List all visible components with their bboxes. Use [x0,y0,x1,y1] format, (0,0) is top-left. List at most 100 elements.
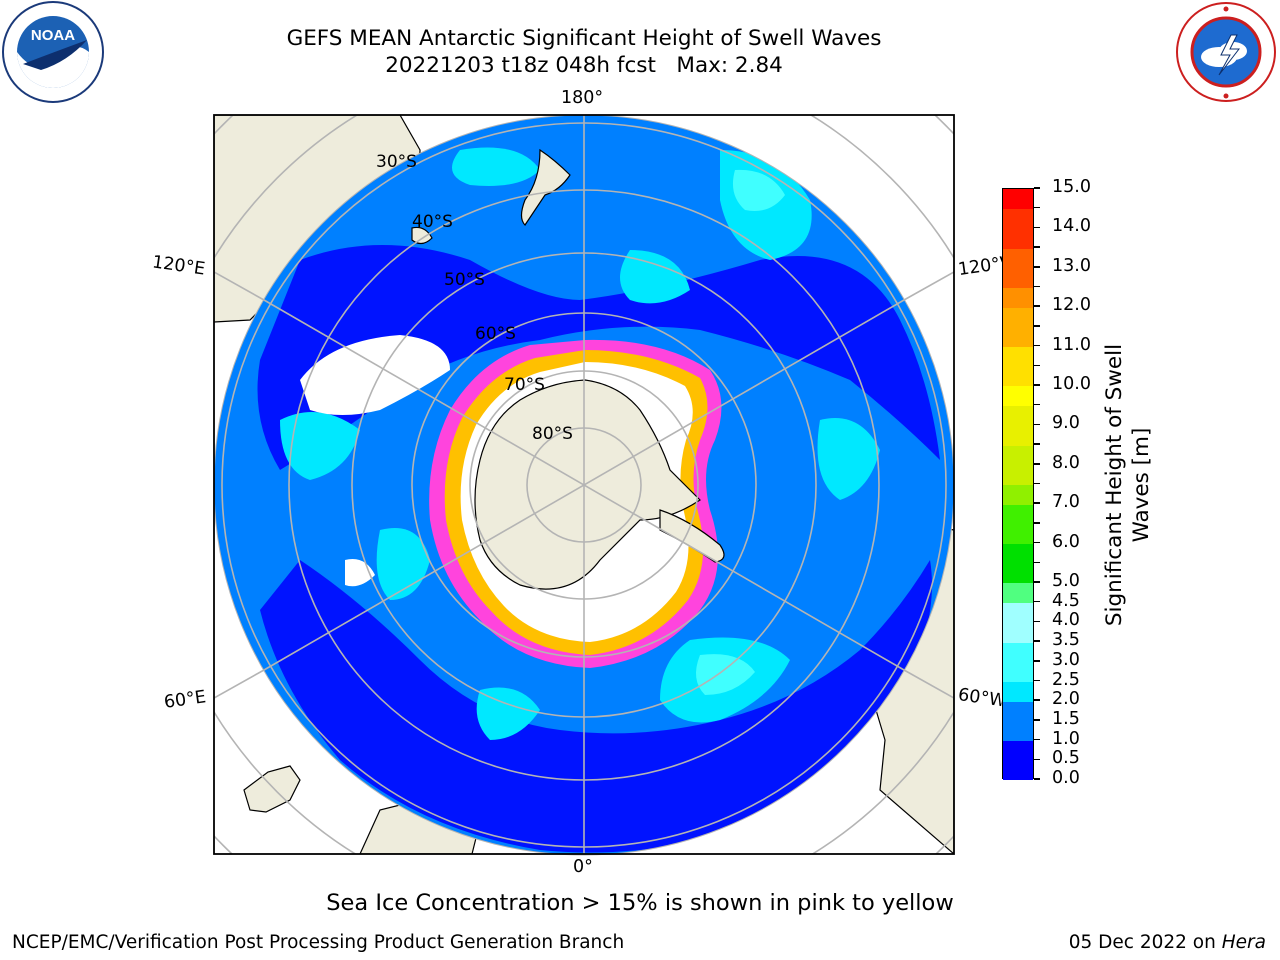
colorbar-segment [1003,583,1033,604]
colorbar-tick [1034,758,1040,761]
colorbar-tick [1034,305,1040,307]
colorbar-tick [1034,403,1040,406]
graticule [221,115,947,855]
swell-band-low-south [260,560,932,853]
colorbar-segment [1003,760,1033,781]
colorbar-tick-label: 6.0 [1052,531,1080,552]
colorbar-tick-label: 3.0 [1052,649,1080,670]
colorbar-segment [1003,189,1033,210]
colorbar-segment [1003,248,1033,269]
colorbar-tick [1034,364,1040,367]
colorbar-tick [1034,640,1040,642]
colorbar-tick-label: 1.0 [1052,728,1080,749]
noaa-logo-text: NOAA [31,27,75,44]
colorbar-segment [1003,681,1033,702]
colorbar-tick [1034,206,1040,209]
new-zealand-land [520,148,571,226]
colorbar-tick [1034,522,1040,524]
colorbar-segment [1003,208,1033,229]
colorbar-tick [1034,463,1040,465]
colorbar-segment [1003,445,1033,466]
colorbar-segment [1003,346,1033,367]
colorbar-tick-label: 4.5 [1052,590,1080,611]
colorbar-segment [1003,405,1033,426]
map-frame [213,114,955,855]
lon-label-0: 0° [573,857,593,877]
swell-patch-lightcyan [696,654,755,695]
colorbar-tick-label: 13.0 [1052,255,1091,276]
swell-patch-cyan [280,412,360,480]
lat-label-70s: 70°S [504,375,545,395]
swell-patch-cyan [620,250,690,304]
colorbar-tick-label: 0.0 [1052,768,1080,788]
colorbar-tick [1034,344,1040,347]
colorbar-tick [1034,266,1040,268]
no-data-region [345,559,375,587]
colorbar-tick-label: 10.0 [1052,374,1091,394]
noaa-logo: NOAA [2,1,104,103]
colorbar-segment [1003,642,1033,663]
colorbar-segment [1003,701,1033,722]
colorbar-tick [1034,443,1040,445]
footer-date: 05 Dec 2022 on Hera [1069,932,1266,953]
antarctica-land [474,379,701,590]
colorbar-tick [1034,285,1040,288]
colorbar-tick [1034,679,1040,682]
swell-patch-lightcyan [732,169,785,211]
colorbar-tick [1034,660,1040,662]
colorbar-segment [1003,661,1033,682]
colorbar-segment [1003,543,1033,564]
map-subtitle: 20221203 t18z 048h fcst Max: 2.84 [385,53,783,78]
colorbar-tick-label: 12.0 [1052,295,1091,316]
lat-label-50s: 50°S [444,270,485,290]
colorbar-tick [1034,226,1040,229]
colorbar-segment [1003,464,1033,485]
colorbar-tick [1034,620,1040,623]
colorbar-tick-label: 1.5 [1052,708,1080,729]
lat-label-60s: 60°S [475,324,516,344]
colorbar-segment [1003,366,1033,387]
lon-label-180: 180° [561,88,604,108]
colorbar-tick [1034,384,1040,386]
colorbar-segment [1003,484,1033,505]
colorbar-tick-label: 4.0 [1052,610,1080,631]
colorbar-segment [1003,307,1033,328]
colorbar-tick [1034,541,1040,544]
colorbar-segment [1003,720,1033,742]
lat-label-40s: 40°S [412,212,453,232]
colorbar-tick [1034,482,1040,485]
colorbar-segment [1003,740,1033,761]
colorbar-tick [1034,502,1040,504]
colorbar-tick-label: 2.0 [1052,689,1080,710]
colorbar-segment [1003,504,1033,525]
colorbar-tick-label: 0.5 [1052,748,1080,769]
colorbar-label-line2: Waves [m] [1129,427,1154,543]
colorbar-tick-label: 2.5 [1052,669,1080,690]
colorbar-tick [1034,738,1040,741]
colorbar-tick-label: 11.0 [1052,334,1091,355]
colorbar-tick [1034,423,1040,426]
sea-ice-caption: Sea Ice Concentration > 15% is shown in … [326,890,954,916]
lat-label-30s: 30°S [376,152,417,172]
swell-band-low [257,245,940,470]
colorbar-tick [1034,719,1040,721]
colorbar-tick-label: 9.0 [1052,413,1080,434]
colorbar-tick [1034,581,1040,583]
colorbar-segment [1003,326,1033,348]
nws-logo [1176,2,1276,102]
colorbar-tick-label: 14.0 [1052,216,1091,237]
swell-patch-cyan [476,687,540,740]
colorbar-tick-label: 5.0 [1052,571,1080,591]
colorbar-tick [1034,561,1040,564]
colorbar-segment [1003,267,1033,288]
lat-label-80s: 80°S [532,424,573,444]
colorbar-segment [1003,563,1033,584]
footer-credit: NCEP/EMC/Verification Post Processing Pr… [12,932,625,953]
colorbar-tick [1034,246,1040,248]
colorbar-segment [1003,523,1033,545]
swell-patch-cyan [817,418,880,500]
colorbar-segment [1003,425,1033,446]
no-data-region [300,335,450,415]
map-title: GEFS MEAN Antarctic Significant Height o… [286,26,882,51]
